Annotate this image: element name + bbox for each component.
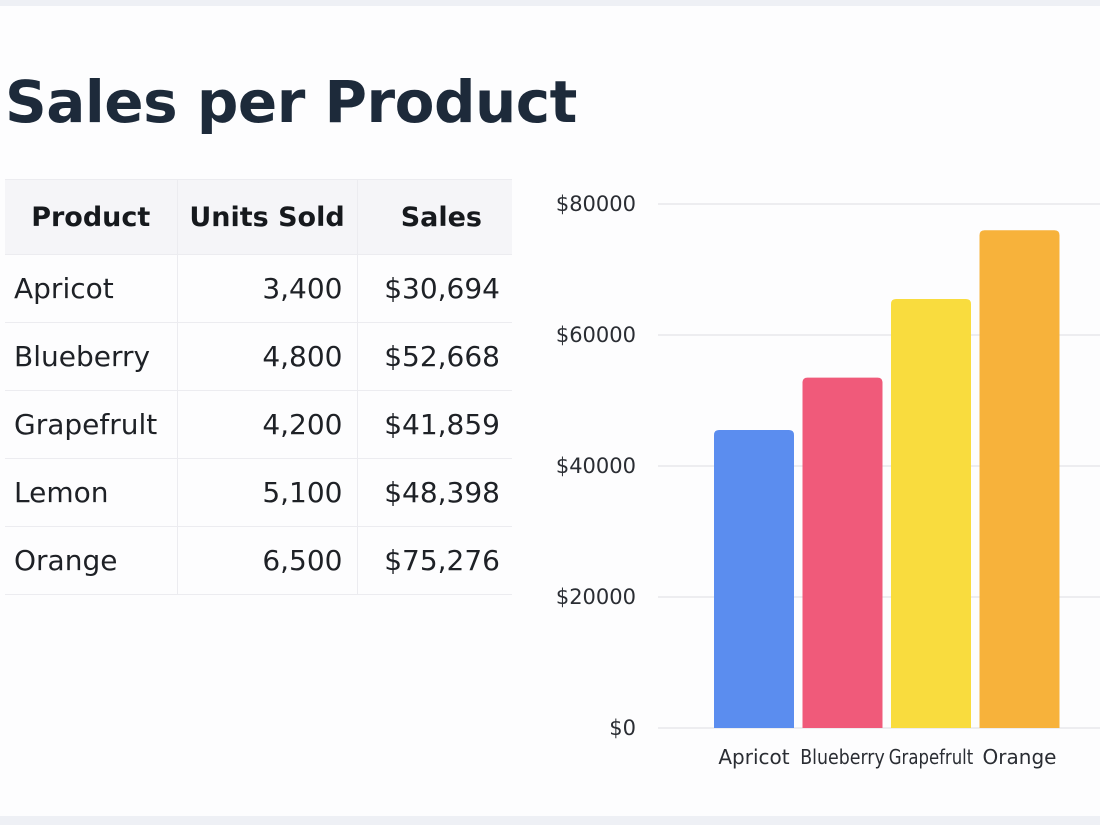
table-row: Blueberry 4,800 $52,668 — [5, 322, 512, 391]
table-row: Grapefrult 4,200 $41,859 — [5, 390, 512, 459]
x-tick-label: Orange — [983, 745, 1057, 769]
bar — [802, 377, 883, 728]
table-row: Orange 6,500 $75,276 — [5, 526, 512, 595]
product-cell: Grapefrult — [5, 390, 177, 459]
units-sold-cell: 6,500 — [176, 526, 357, 595]
y-tick-label: $80000 — [556, 192, 636, 216]
units-sold-cell: 4,200 — [176, 390, 357, 459]
x-tick-label: Blueberry — [800, 745, 885, 769]
y-tick-label: $40000 — [556, 454, 636, 478]
y-tick-label: $60000 — [556, 323, 636, 347]
product-cell: Blueberry — [5, 322, 177, 391]
bar — [714, 429, 794, 728]
y-tick-label: $20000 — [556, 585, 636, 609]
x-tick-label: Apricot — [718, 745, 789, 769]
sales-cell: $75,276 — [356, 526, 512, 595]
product-cell: Apricot — [5, 254, 177, 323]
bar — [979, 230, 1060, 728]
page-canvas: Sales per Product Product Units Sold Sal… — [0, 6, 1100, 816]
sales-cell: $52,668 — [356, 322, 512, 391]
table-header-row: Product Units Sold Sales — [5, 179, 512, 255]
table-row: Lemon 5,100 $48,398 — [5, 458, 512, 527]
sales-bar-chart: $0 $20000 $40000 $60000 $80000 Apricot Blueber… — [556, 192, 1100, 769]
sales-cell: $30,694 — [356, 254, 512, 323]
product-cell: Lemon — [5, 458, 177, 527]
sales-cell: $41,859 — [356, 390, 512, 459]
bar — [891, 298, 971, 728]
sales-table: Product Units Sold Sales Apricot 3,400 $… — [5, 179, 512, 595]
product-cell: Orange — [5, 526, 177, 595]
table-row: Apricot 3,400 $30,694 — [5, 254, 512, 323]
column-header-product[interactable]: Product — [5, 179, 177, 255]
x-tick-label: Grapefrult — [889, 745, 974, 769]
sales-cell: $48,398 — [356, 458, 512, 527]
column-header-units-sold[interactable]: Units Sold — [176, 179, 357, 255]
units-sold-cell: 3,400 — [176, 254, 357, 323]
y-tick-label: $0 — [609, 716, 636, 740]
units-sold-cell: 5,100 — [176, 458, 357, 527]
units-sold-cell: 4,800 — [176, 322, 357, 391]
column-header-sales[interactable]: Sales — [356, 179, 512, 255]
page-title: Sales per Product — [5, 68, 577, 136]
